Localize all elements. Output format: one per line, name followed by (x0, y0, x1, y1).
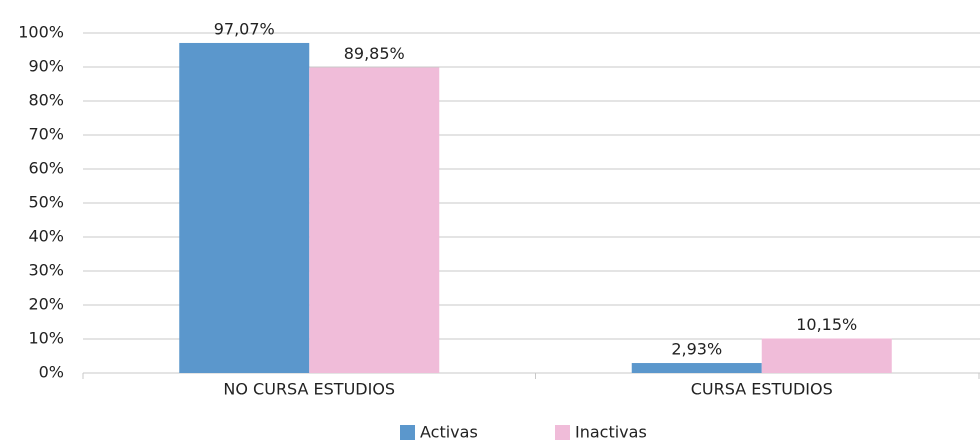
y-tick-label: 30% (28, 261, 64, 280)
bar (631, 363, 762, 373)
data-label: 10,15% (796, 315, 857, 334)
bar (309, 67, 440, 373)
y-tick-label: 10% (28, 329, 64, 348)
bar (179, 42, 310, 373)
y-tick-label: 40% (28, 227, 64, 246)
y-tick-label: 80% (28, 91, 64, 110)
data-label: 97,07% (214, 19, 275, 38)
y-tick-label: 20% (28, 295, 64, 314)
x-tick-label: NO CURSA ESTUDIOS (223, 380, 395, 399)
bar (761, 338, 892, 373)
y-tick-label: 60% (28, 159, 64, 178)
data-label: 89,85% (344, 44, 405, 63)
x-tick-label: CURSA ESTUDIOS (691, 380, 833, 399)
legend-swatch (555, 425, 570, 440)
legend-label: Activas (420, 423, 478, 442)
y-tick-label: 50% (28, 193, 64, 212)
y-tick-label: 0% (39, 363, 64, 382)
y-tick-label: 100% (18, 23, 64, 42)
data-label: 2,93% (671, 340, 722, 359)
y-tick-label: 70% (28, 125, 64, 144)
y-tick-label: 90% (28, 57, 64, 76)
legend-swatch (400, 425, 415, 440)
legend-label: Inactivas (575, 423, 647, 442)
